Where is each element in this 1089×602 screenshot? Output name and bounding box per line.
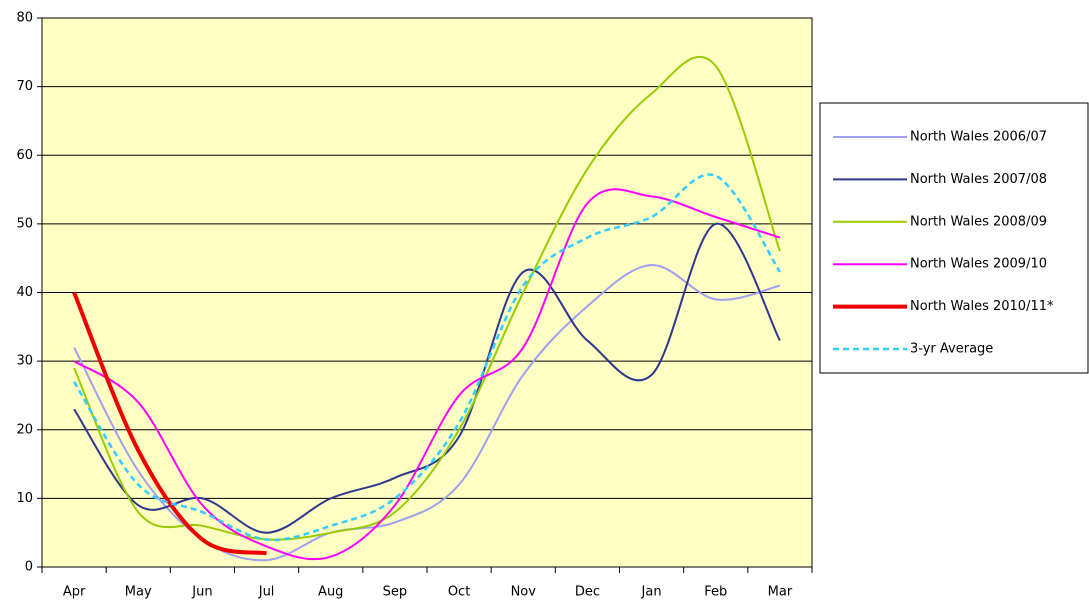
series-line — [73, 264, 781, 562]
legend-label: North Wales 2010/11* — [910, 299, 1054, 314]
x-tick-label: Jul — [258, 585, 275, 600]
y-tick-label: 60 — [16, 148, 33, 163]
series-line — [73, 188, 781, 561]
legend-label: North Wales 2009/10 — [910, 257, 1047, 272]
series-line — [73, 173, 781, 542]
x-tick-label: Dec — [575, 585, 600, 600]
x-tick-label: Mar — [768, 585, 793, 600]
x-tick-label: Jun — [191, 585, 212, 600]
x-tick-label: May — [125, 585, 152, 600]
legend-label: North Wales 2007/08 — [910, 172, 1047, 187]
x-tick-label: Jan — [641, 585, 662, 600]
y-tick-label: 20 — [16, 422, 33, 437]
x-tick-label: Aug — [318, 585, 343, 600]
y-tick-label: 10 — [16, 491, 33, 506]
x-tick-label: Nov — [511, 585, 537, 600]
series-line — [73, 222, 781, 534]
y-tick-label: 30 — [16, 354, 33, 369]
legend-label: North Wales 2008/09 — [910, 214, 1047, 229]
x-tick-label: Sep — [383, 585, 408, 600]
y-tick-label: 70 — [16, 79, 33, 94]
y-tick-label: 50 — [16, 216, 33, 231]
y-tick-label: 80 — [16, 11, 33, 26]
y-tick-label: 40 — [16, 285, 33, 300]
legend-label: 3-yr Average — [910, 342, 993, 357]
x-tick-label: Oct — [448, 585, 470, 600]
x-tick-label: Feb — [704, 585, 727, 600]
series-line — [72, 291, 267, 556]
legend-box — [819, 102, 1089, 374]
legend-label: North Wales 2006/07 — [910, 130, 1047, 145]
x-tick-label: Apr — [63, 585, 86, 600]
y-tick-label: 0 — [25, 560, 33, 575]
